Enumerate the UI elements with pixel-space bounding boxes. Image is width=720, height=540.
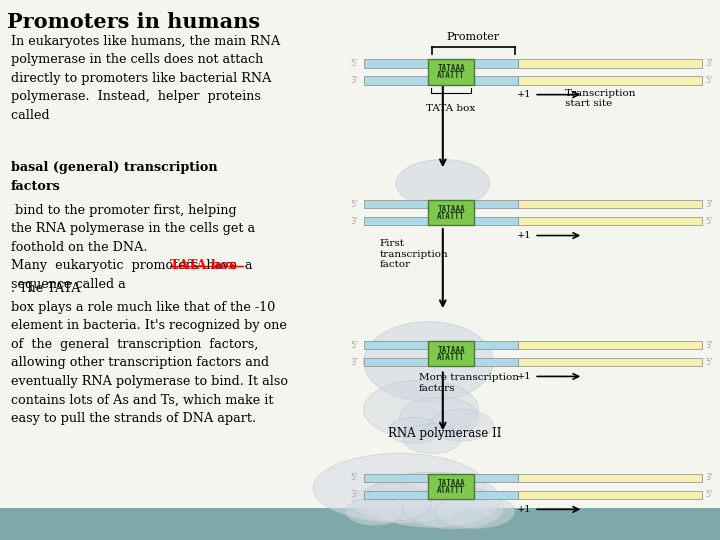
Text: 5': 5' [706, 217, 713, 226]
Text: ATATTT: ATATTT [437, 71, 465, 80]
FancyBboxPatch shape [518, 59, 702, 68]
Text: 5': 5' [351, 200, 358, 208]
Text: 5': 5' [351, 59, 358, 68]
FancyBboxPatch shape [364, 200, 518, 208]
Text: bind to the promoter first, helping
the RNA polymerase in the cells get a
footho: bind to the promoter first, helping the … [11, 204, 255, 254]
Text: TATAAA: TATAAA [437, 346, 465, 355]
Ellipse shape [400, 397, 479, 437]
Text: +1: +1 [517, 505, 531, 514]
Text: First
transcription
factor: First transcription factor [379, 239, 448, 269]
Text: TATA box: TATA box [426, 104, 476, 113]
Text: TATAAA: TATAAA [437, 64, 465, 73]
FancyBboxPatch shape [364, 59, 518, 68]
FancyBboxPatch shape [518, 491, 702, 500]
Text: 3': 3' [350, 357, 358, 367]
Text: . The TATA
box plays a role much like that of the -10
element in bacteria. It's : . The TATA box plays a role much like th… [11, 282, 288, 425]
Text: In eukaryotes like humans, the main RNA
polymerase in the cells does not attach
: In eukaryotes like humans, the main RNA … [11, 35, 280, 122]
FancyBboxPatch shape [428, 59, 474, 85]
Text: Promoter: Promoter [447, 32, 500, 42]
Ellipse shape [346, 498, 403, 525]
Text: RNA polymerase II: RNA polymerase II [388, 428, 502, 441]
Text: Promoters in humans: Promoters in humans [7, 12, 261, 32]
FancyBboxPatch shape [364, 217, 518, 225]
Text: Transcription
start site: Transcription start site [565, 89, 636, 108]
FancyBboxPatch shape [518, 358, 702, 366]
FancyBboxPatch shape [518, 474, 702, 482]
Ellipse shape [364, 472, 500, 528]
Ellipse shape [403, 424, 461, 454]
Text: basal (general) transcription
factors: basal (general) transcription factors [11, 161, 217, 193]
Ellipse shape [389, 417, 439, 444]
FancyBboxPatch shape [518, 200, 702, 208]
Text: +1: +1 [517, 231, 531, 240]
Ellipse shape [353, 484, 432, 521]
Text: ATATTT: ATATTT [437, 485, 465, 495]
FancyBboxPatch shape [428, 474, 474, 500]
Text: 3': 3' [350, 76, 358, 85]
Text: +1: +1 [517, 90, 531, 99]
Text: ATATTT: ATATTT [437, 212, 465, 221]
Ellipse shape [364, 380, 479, 438]
Text: ATATTT: ATATTT [437, 353, 465, 362]
Text: 3': 3' [350, 217, 358, 226]
Text: 3': 3' [706, 474, 714, 482]
Ellipse shape [436, 495, 515, 529]
FancyBboxPatch shape [364, 341, 518, 349]
FancyBboxPatch shape [364, 76, 518, 85]
FancyBboxPatch shape [364, 491, 518, 500]
FancyBboxPatch shape [518, 76, 702, 85]
Text: TATA box: TATA box [170, 259, 235, 273]
Text: Many  eukaryotic  promoters  have  a
sequence called a: Many eukaryotic promoters have a sequenc… [11, 259, 252, 291]
Text: 3': 3' [706, 341, 714, 349]
Text: TATAAA: TATAAA [437, 205, 465, 214]
Ellipse shape [403, 487, 504, 529]
FancyBboxPatch shape [518, 341, 702, 349]
Text: More transcription
factors: More transcription factors [419, 373, 519, 393]
Ellipse shape [396, 159, 490, 207]
FancyBboxPatch shape [428, 341, 474, 366]
FancyBboxPatch shape [364, 474, 518, 482]
Text: TATAAA: TATAAA [437, 479, 465, 488]
Text: 3': 3' [706, 59, 714, 68]
Text: 5': 5' [706, 76, 713, 85]
Ellipse shape [364, 322, 493, 401]
FancyBboxPatch shape [0, 508, 720, 540]
Text: 5': 5' [351, 474, 358, 482]
FancyBboxPatch shape [428, 200, 474, 225]
Text: +1: +1 [517, 372, 531, 381]
Text: 3': 3' [350, 490, 358, 500]
Text: 3': 3' [706, 200, 714, 208]
Text: 5': 5' [706, 490, 713, 500]
FancyBboxPatch shape [518, 217, 702, 225]
Text: 5': 5' [706, 357, 713, 367]
Text: 5': 5' [351, 341, 358, 349]
Ellipse shape [428, 409, 493, 441]
FancyBboxPatch shape [364, 358, 518, 366]
Ellipse shape [313, 454, 486, 523]
